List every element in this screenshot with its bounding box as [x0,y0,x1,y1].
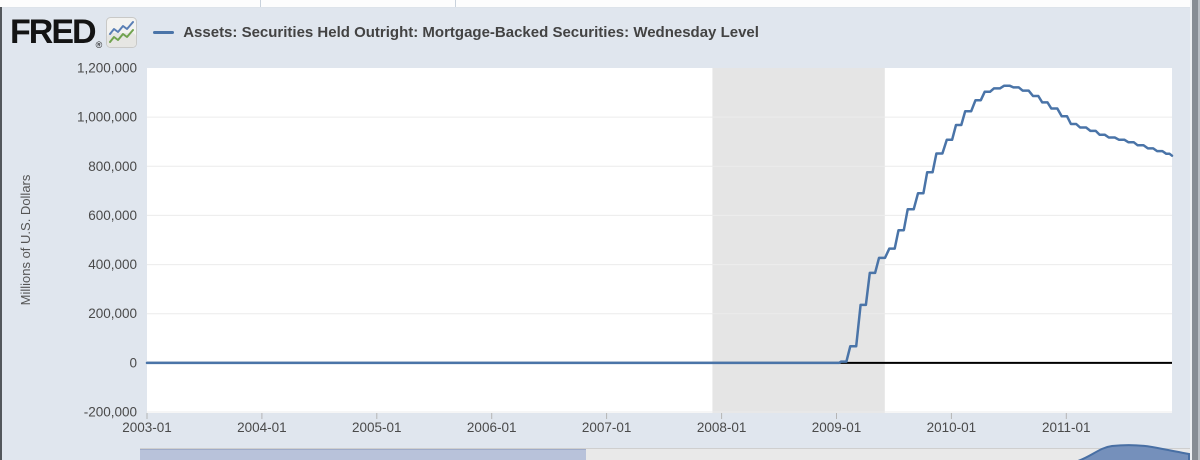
fred-sparkline-icon [106,16,138,48]
legend-line-swatch [153,30,175,34]
x-tick-label: 2009-01 [812,420,862,435]
chart-plot-area[interactable] [147,68,1172,413]
x-tick-label: 2003-01 [122,420,172,435]
chart-header: FRED ® Assets: Securities Held Outright:… [10,12,759,52]
y-tick-label: 800,000 [88,159,137,174]
y-tick-label: 1,000,000 [77,110,137,125]
y-tick-label: 400,000 [88,257,137,272]
x-tick-label: 2011-01 [1042,420,1091,435]
y-tick-label: -200,000 [84,405,137,420]
window-right-edge [1198,0,1200,460]
window-scrollbar[interactable] [1192,0,1198,460]
window-right-border [1190,0,1192,460]
range-selector-handle[interactable] [140,449,586,460]
y-tick-label: 0 [129,355,137,370]
top-strip-divider [260,0,261,7]
y-tick-label: 600,000 [88,208,137,223]
x-tick-label: 2010-01 [927,420,977,435]
y-tick-label: 1,200,000 [77,61,137,76]
fred-logo[interactable]: FRED [10,13,97,51]
top-strip-divider [455,0,456,7]
x-tick-label: 2004-01 [237,420,287,435]
page-top-strip [0,0,1200,8]
x-tick-label: 2006-01 [467,420,517,435]
series-line [145,84,1174,365]
x-tick-label: 2005-01 [352,420,402,435]
x-tick-label: 2007-01 [582,420,632,435]
recession-band [712,68,885,413]
series-title: Assets: Securities Held Outright: Mortga… [183,23,759,41]
y-tick-label: 200,000 [88,306,137,321]
registered-mark: ® [95,40,103,50]
y-axis-title: Millions of U.S. Dollars [18,174,33,305]
range-mini-series-area [1077,444,1190,460]
window-left-border [0,7,2,460]
x-tick-label: 2008-01 [697,420,747,435]
